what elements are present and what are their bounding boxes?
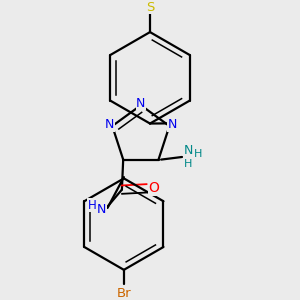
Text: O: O [148,181,160,195]
Text: H: H [194,149,202,159]
Text: S: S [146,1,154,14]
Text: N: N [97,203,106,216]
Text: H: H [184,158,193,169]
Text: N: N [136,97,146,110]
Text: Br: Br [117,287,131,300]
Text: N: N [167,118,177,131]
Text: N: N [184,144,193,157]
Text: N: N [105,118,114,131]
Text: H: H [88,199,96,212]
